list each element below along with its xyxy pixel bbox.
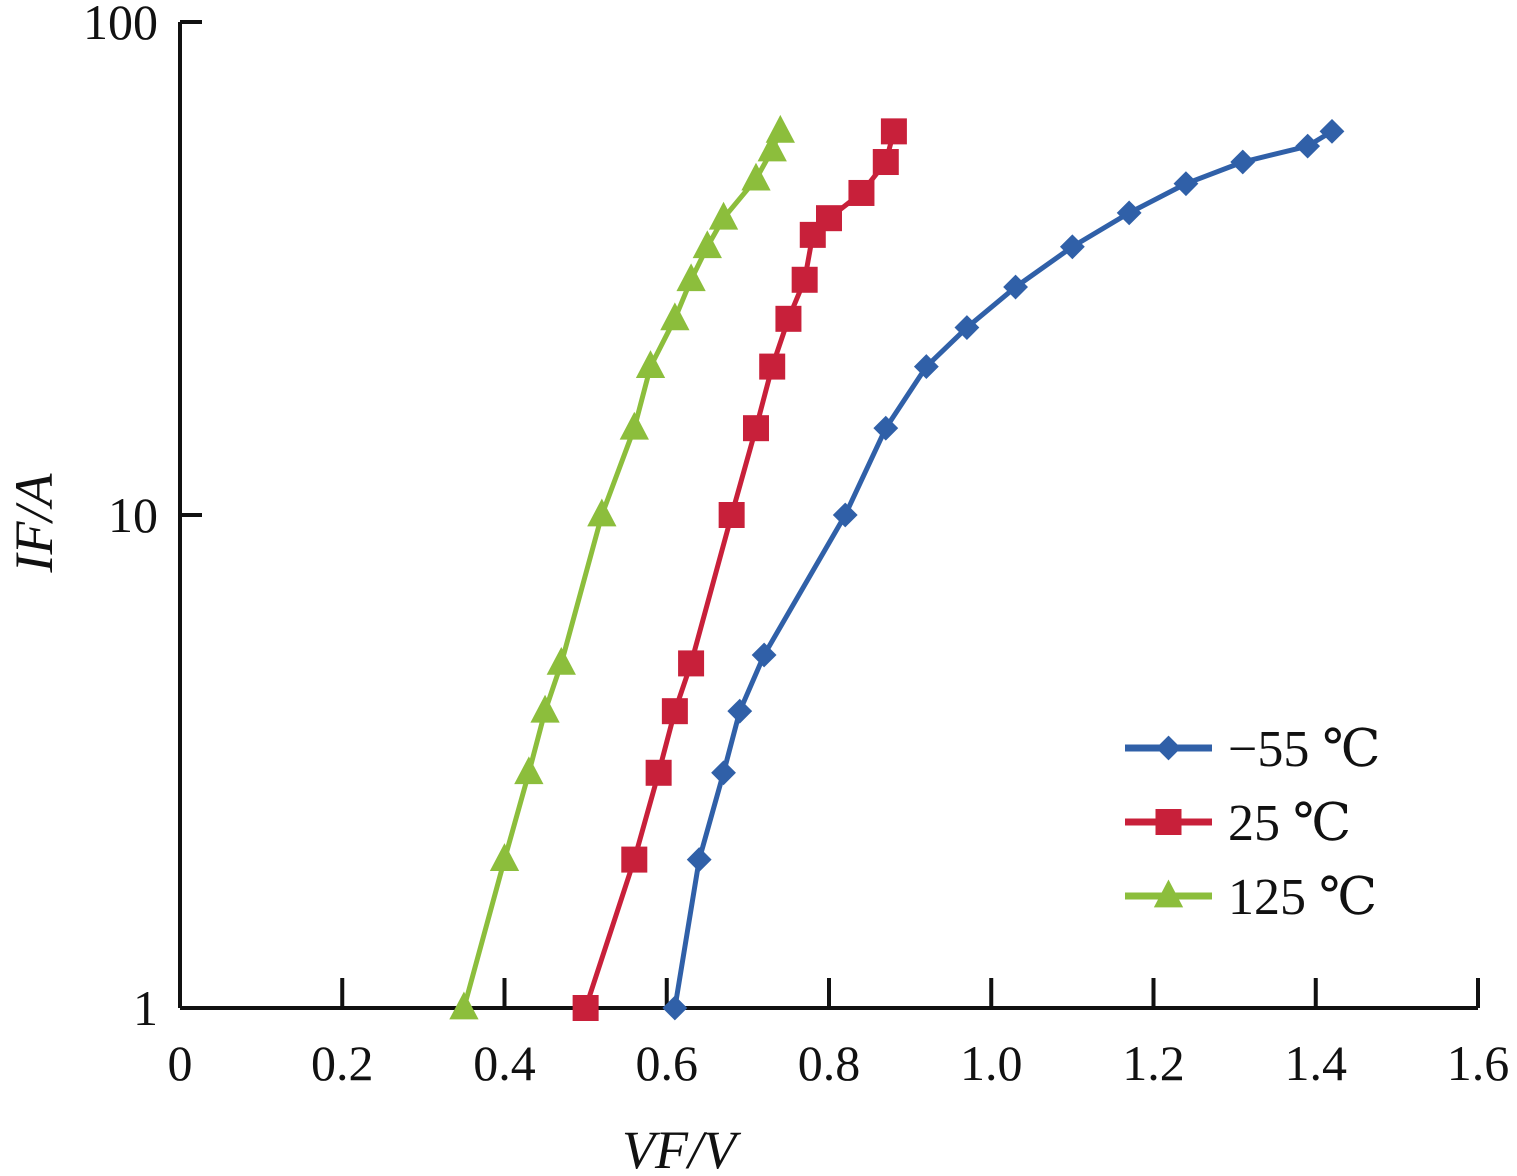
- series-1: [572, 118, 907, 1021]
- data-point: [530, 694, 560, 723]
- series-2: [449, 114, 795, 1020]
- x-tick-label: 1.4: [1285, 1035, 1348, 1091]
- legend-label: 125 ℃: [1228, 869, 1377, 926]
- data-point: [880, 118, 907, 145]
- data-point: [1116, 200, 1142, 226]
- x-tick-label: 1.0: [960, 1035, 1023, 1091]
- legend-label: 25 ℃: [1228, 795, 1351, 852]
- data-point: [1295, 133, 1321, 159]
- data-point: [848, 179, 875, 206]
- x-axis-title: VF/V: [622, 1120, 742, 1176]
- data-point: [546, 646, 576, 675]
- data-point: [660, 302, 690, 331]
- x-tick-label: 1.2: [1122, 1035, 1185, 1091]
- data-point: [708, 201, 739, 230]
- data-point: [954, 315, 980, 340]
- data-point: [621, 846, 648, 873]
- data-point: [692, 230, 722, 259]
- series-line: [672, 129, 1334, 1009]
- y-tick-label: 1: [133, 980, 158, 1036]
- data-point: [742, 415, 769, 442]
- data-point: [757, 133, 787, 162]
- data-point: [514, 756, 544, 785]
- data-point: [1003, 274, 1029, 300]
- data-point: [775, 305, 802, 332]
- data-point: [873, 415, 899, 441]
- data-point: [676, 263, 706, 292]
- legend-item-1: 25 ℃: [1125, 795, 1351, 852]
- axes: 0 0.2 0.4 0.6 0.8 1.0 1.2 1.4 1.6 1 10 100: [83, 0, 1509, 1091]
- data-point: [765, 114, 795, 143]
- series-line: [583, 130, 897, 1009]
- x-tick-label: 0.6: [636, 1035, 699, 1091]
- y-axis-title: IF/A: [4, 473, 64, 574]
- legend-item-0: −55 ℃: [1125, 721, 1381, 778]
- data-point: [686, 847, 712, 873]
- data-point: [751, 642, 777, 668]
- x-tick-label: 1.6: [1447, 1035, 1510, 1091]
- data-point: [913, 354, 939, 380]
- y-tick-label: 10: [108, 487, 158, 543]
- y-tick-label: 100: [83, 0, 158, 50]
- legend: −55 ℃ 25 ℃ 125 ℃: [1125, 721, 1381, 926]
- data-point: [678, 650, 705, 677]
- legend-label: −55 ℃: [1228, 721, 1381, 778]
- data-point: [727, 698, 753, 724]
- data-point: [799, 221, 826, 248]
- data-point: [645, 759, 672, 786]
- data-point: [662, 995, 688, 1021]
- data-point: [1319, 118, 1345, 144]
- series-0: [662, 118, 1345, 1021]
- data-point: [741, 162, 771, 191]
- series-line: [461, 130, 783, 1009]
- data-point: [711, 760, 736, 786]
- data-point: [816, 205, 842, 232]
- data-point: [449, 991, 479, 1020]
- data-point: [661, 698, 688, 725]
- data-point: [572, 995, 599, 1021]
- data-point: [759, 353, 786, 380]
- x-tick-label: 0.8: [798, 1035, 861, 1091]
- data-point: [791, 266, 818, 293]
- x-tick-label: 0.4: [473, 1035, 536, 1091]
- legend-swatch-marker: [1155, 809, 1182, 835]
- data-point: [635, 350, 666, 378]
- data-point: [1059, 234, 1085, 260]
- data-point: [718, 502, 745, 528]
- x-tick-label: 0: [168, 1035, 193, 1091]
- data-point: [1230, 149, 1256, 175]
- legend-swatch-marker: [1153, 879, 1184, 908]
- legend-item-2: 125 ℃: [1125, 869, 1377, 926]
- data-point: [832, 502, 858, 528]
- series-layer: [449, 114, 1345, 1021]
- data-point: [489, 843, 520, 871]
- data-point: [619, 411, 649, 440]
- data-point: [587, 498, 617, 527]
- legend-swatch-marker: [1156, 735, 1181, 761]
- x-tick-label: 0.2: [311, 1035, 374, 1091]
- data-point: [872, 149, 899, 176]
- data-point: [1173, 171, 1199, 197]
